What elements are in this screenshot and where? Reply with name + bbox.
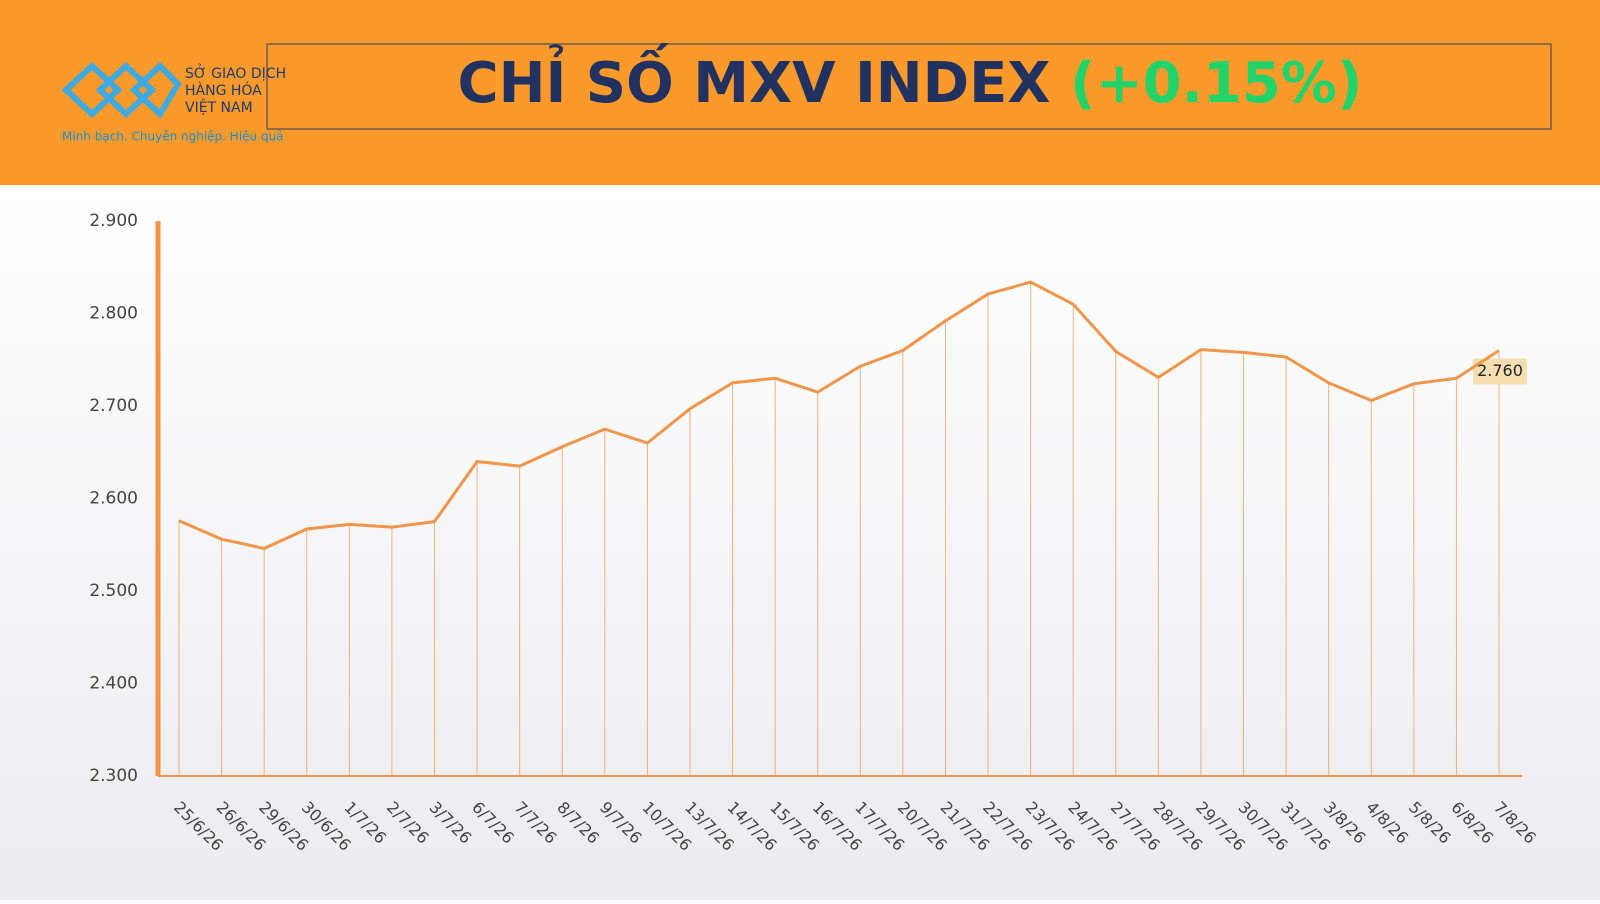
value-label-bg: [1473, 358, 1527, 385]
y-tick-label: 2.400: [89, 674, 138, 694]
y-tick-label: 2.300: [89, 766, 138, 786]
y-tick-label: 2.600: [89, 489, 138, 509]
y-tick-label: 2.500: [89, 581, 138, 601]
value-label: 2.760: [1477, 361, 1523, 380]
y-tick-label: 2.800: [89, 304, 138, 324]
title-box: [266, 43, 1552, 130]
line: [178, 280, 1500, 550]
y-tick-label: 2.900: [89, 211, 138, 231]
slogan: Minh bạch. Chuyên nghiệp. Hiệu quả: [62, 130, 284, 144]
y-tick-label: 2.700: [89, 396, 138, 416]
background: [0, 185, 1600, 900]
chart-title: CHỈ SỐ MXV INDEX (+0.15%): [458, 44, 1363, 116]
logo-text: HÀNG HÓA: [185, 81, 262, 99]
logo-text: SỞ GIAO DỊCH: [185, 63, 286, 82]
logo-text: VIỆT NAM: [185, 98, 253, 116]
logo: [61, 61, 182, 119]
